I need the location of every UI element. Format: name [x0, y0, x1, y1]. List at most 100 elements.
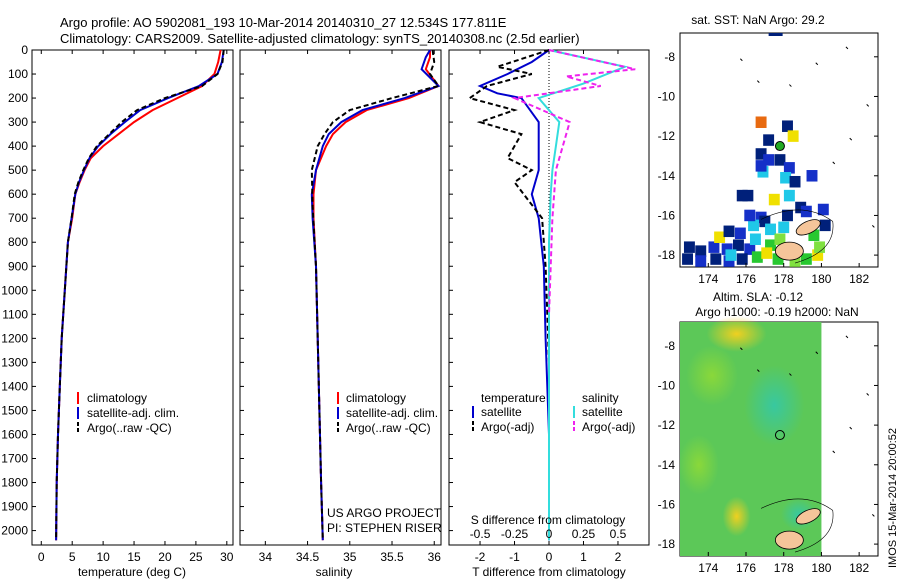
salinity-panel: 34 34.5 35 35.5 36 climatology satellite-adj…: [239, 49, 442, 579]
difference-legend: temperature salinity satellite Argo(-adj…: [472, 391, 635, 434]
x-tick-label: 1: [580, 550, 587, 564]
header-line-2: Climatology: CARS2009. Satellite-adjuste…: [60, 31, 580, 46]
sst-map-title: sat. SST: NaN Argo: 29.2: [691, 13, 825, 27]
sst-map-land: [739, 46, 875, 264]
sst-cell: [744, 209, 756, 222]
legend-satellite-label: satellite-adj. clim.: [87, 406, 179, 420]
y-tick-label: 700: [8, 211, 28, 225]
islet: [789, 373, 792, 376]
islet: [789, 84, 792, 87]
sla-map-panel: Altim. SLA: -0.12 Argo h1000: -0.19 h200…: [658, 290, 879, 575]
map-y-tick-label: -10: [658, 89, 676, 103]
islet: [866, 393, 870, 396]
islet: [832, 161, 836, 165]
x-tick-label: 34.5: [296, 550, 320, 564]
sst-cell: [768, 193, 780, 206]
salinity-lines: [310, 49, 441, 541]
x-tick-label: 2: [615, 550, 622, 564]
sst-cell: [757, 166, 769, 178]
difference-panel: -2 -1 0 1 2 temperature salinity satellite A…: [448, 49, 650, 579]
island-viti-levu: [774, 530, 804, 550]
project-label: US ARGO PROJECT: [327, 506, 442, 520]
x-tick-label: 10: [96, 550, 110, 564]
legend-t-satellite-label: satellite: [481, 405, 522, 419]
sst-cell: [723, 255, 735, 267]
reef-outline: [760, 209, 834, 264]
temperature-plot-frame: [31, 49, 234, 546]
sla-anomaly: [686, 345, 739, 406]
sla-anomaly-high: [706, 315, 767, 352]
sla-anomaly-high: [722, 496, 751, 537]
map-x-tick-label: 174: [698, 272, 718, 286]
islet: [815, 351, 819, 355]
sst-cell: [778, 221, 790, 234]
sla-map-axes: 174 176 178 180 182 -8 -10 -12 -14 -16 -18: [658, 339, 878, 575]
temperature-lines: [55, 49, 225, 541]
legend-climatology-label: climatology: [87, 391, 147, 405]
sst-cell: [763, 154, 775, 166]
y-tick-label: 100: [8, 67, 28, 81]
map-y-tick-label: -8: [664, 339, 675, 353]
legend-argo-label: Argo(..raw -QC): [346, 421, 431, 435]
x-tick-label: 36: [428, 550, 442, 564]
sst-cell: [814, 241, 826, 253]
imos-timestamp: IMOS 15-Mar-2014 20:00:52: [887, 428, 899, 568]
sst-cell: [763, 134, 775, 146]
islet: [845, 335, 849, 339]
y-tick-label: 1200: [1, 331, 28, 345]
series-line: [310, 49, 441, 541]
temperature-x-label: temperature (deg C): [78, 565, 186, 579]
legend-argo-label: Argo(..raw -QC): [87, 421, 172, 435]
series-line: [55, 49, 225, 541]
islet: [739, 347, 743, 351]
x-tick-label: 15: [127, 550, 141, 564]
sst-cell: [755, 148, 767, 160]
s-tick-label: -0.5: [470, 527, 491, 541]
x-tick-label: 0: [38, 550, 45, 564]
map-x-tick-label: 176: [736, 561, 756, 575]
sst-cell: [782, 120, 793, 132]
sst-cell: [774, 154, 786, 166]
island-vanua-levu: [795, 219, 821, 236]
sst-cell: [723, 225, 735, 238]
sst-cell: [787, 130, 799, 142]
series-line: [477, 49, 550, 541]
difference-lines: [467, 49, 636, 541]
map-x-tick-label: 182: [849, 272, 869, 286]
map-y-tick-label: -16: [658, 208, 676, 222]
islet: [739, 58, 743, 62]
temperature-x-axis: 0 5 10 15 20 25 30: [38, 50, 234, 564]
argo-position-marker: [774, 141, 785, 152]
sst-cell: [768, 33, 783, 36]
x-tick-label: -2: [475, 550, 486, 564]
y-tick-label: 2000: [1, 524, 28, 538]
sst-cell: [695, 255, 707, 267]
sst-cell: [710, 253, 722, 265]
sst-cell: [765, 239, 776, 251]
legend-s-argo-label: Argo(-adj): [582, 420, 635, 434]
map-x-tick-label: 180: [811, 561, 831, 575]
y-tick-label: 200: [8, 91, 28, 105]
sst-cell: [721, 243, 733, 255]
sst-cell: [755, 160, 767, 172]
sst-cell: [783, 162, 795, 174]
sla-title-line-2: Argo h1000: -0.19 h2000: NaN: [695, 305, 858, 319]
temperature-panel: 0100200300400500600700800900100011001200…: [1, 43, 234, 579]
islet: [866, 104, 870, 107]
y-tick-label: 1900: [1, 500, 28, 514]
sst-cell: [744, 243, 756, 255]
sst-map-cells: [682, 33, 831, 267]
y-tick-label: 600: [8, 187, 28, 201]
island-vanua-levu: [795, 508, 821, 525]
y-tick-label: 1100: [2, 307, 28, 321]
y-tick-label: 1600: [1, 427, 28, 441]
series-line: [536, 49, 629, 541]
s-tick-label: 0.25: [572, 527, 596, 541]
map-y-tick-label: -12: [658, 129, 676, 143]
map-y-tick-label: -10: [658, 378, 676, 392]
series-line: [310, 49, 441, 541]
islet: [871, 225, 875, 228]
sst-cell: [800, 205, 812, 218]
y-tick-label: 1800: [1, 476, 28, 490]
islet: [756, 80, 760, 83]
